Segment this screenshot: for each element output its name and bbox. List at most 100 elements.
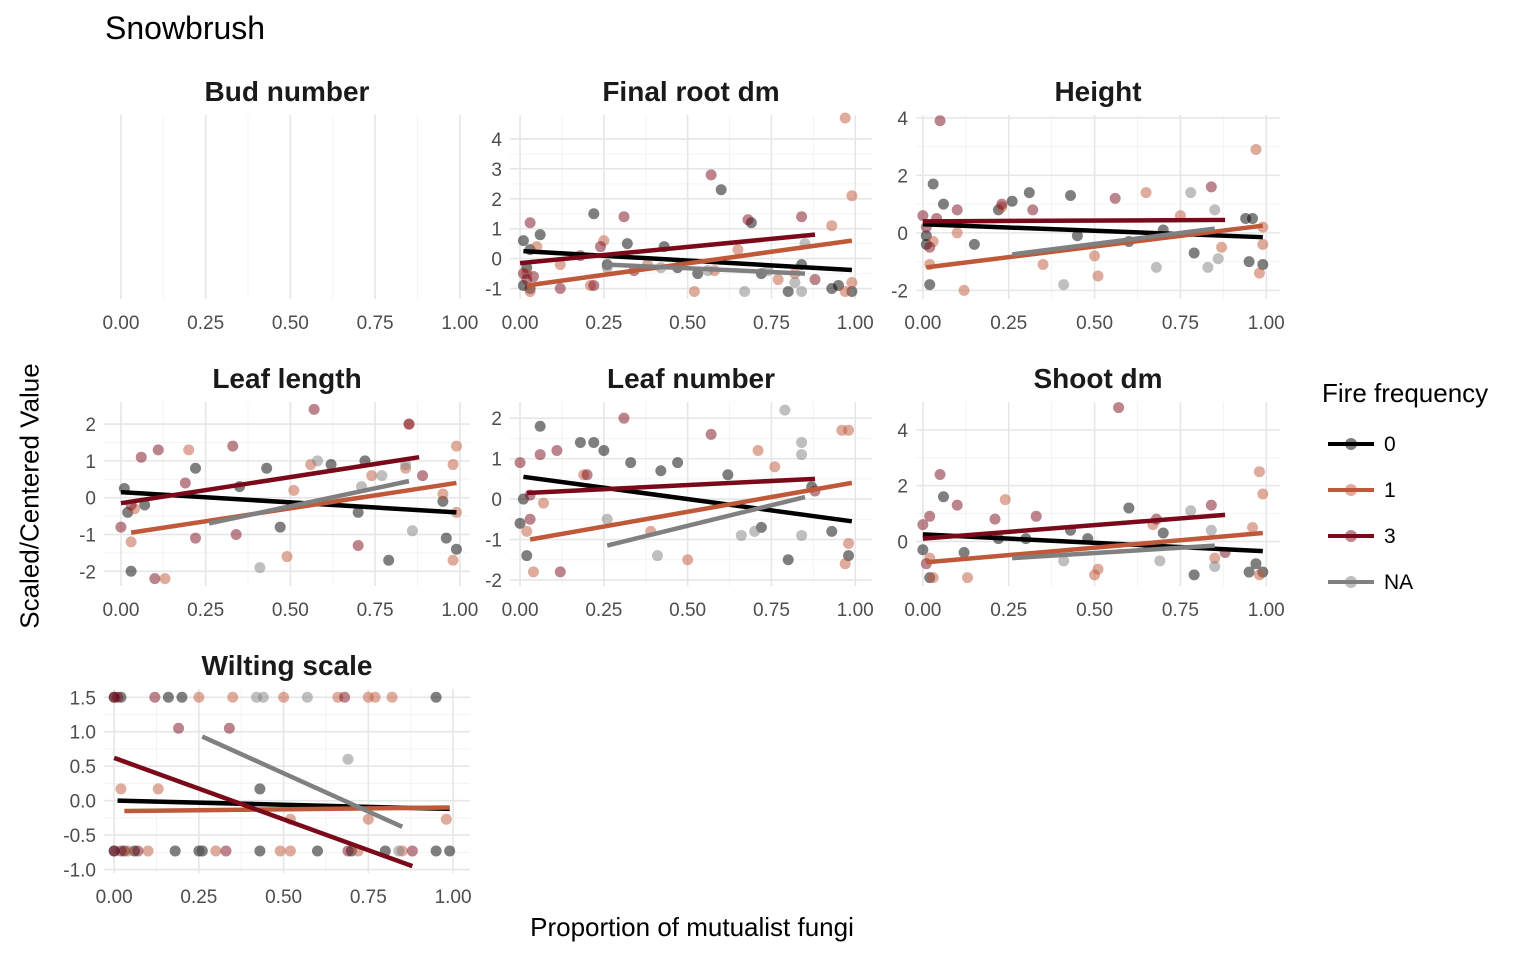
- data-point: [796, 449, 808, 461]
- data-point: [406, 845, 418, 857]
- data-point: [554, 259, 566, 271]
- data-point: [655, 465, 667, 477]
- data-point: [386, 691, 398, 703]
- data-point: [135, 451, 147, 463]
- x-tick-label: 0.75: [357, 313, 394, 334]
- y-tick-label: 2: [897, 477, 908, 498]
- data-point: [261, 462, 273, 474]
- trend-line: [607, 262, 806, 276]
- facet-panel: 0.00 0.25 0.50 0.75 1.00 -1.0 -0.5 0.0 0.5 1.0 1.5…: [63, 650, 471, 908]
- facet-panel: 0.00 0.25 0.50 0.75 1.00 -2 -1 0 1 2 Leaf length: [79, 363, 478, 621]
- data-point: [839, 112, 851, 124]
- data-point: [230, 528, 242, 540]
- data-point: [796, 436, 808, 448]
- data-point: [826, 525, 838, 537]
- data-point: [581, 469, 593, 481]
- data-point: [846, 190, 858, 202]
- data-point: [115, 845, 127, 857]
- data-point: [968, 238, 980, 250]
- data-point: [595, 241, 606, 253]
- data-point: [1188, 247, 1200, 259]
- facet-title: Leaf number: [607, 363, 775, 394]
- data-point: [366, 470, 378, 482]
- data-point: [112, 691, 124, 703]
- data-point: [1140, 187, 1152, 199]
- data-point: [450, 543, 462, 555]
- trend-line: [926, 223, 1264, 270]
- data-point: [1205, 499, 1217, 511]
- data-point: [531, 241, 543, 253]
- y-tick-label: -1: [79, 525, 96, 546]
- data-point: [1247, 213, 1259, 224]
- data-point: [223, 722, 235, 734]
- x-tick-label: 0.00: [502, 600, 539, 621]
- data-point: [179, 477, 191, 489]
- data-point: [339, 691, 351, 703]
- data-point: [190, 532, 201, 544]
- y-tick-label: 2: [85, 415, 96, 436]
- data-point: [598, 445, 610, 457]
- x-tick-label: 1.00: [1248, 600, 1285, 621]
- y-tick-label: -1: [485, 280, 502, 301]
- data-point: [125, 565, 137, 577]
- x-tick-label: 0.50: [265, 887, 302, 908]
- data-point: [383, 554, 395, 566]
- data-point: [534, 449, 546, 461]
- y-tick-label: 0: [85, 489, 96, 510]
- trend-line: [201, 734, 404, 829]
- data-point: [789, 277, 801, 289]
- trend-line: [208, 478, 410, 526]
- data-point: [1113, 402, 1125, 414]
- data-point: [115, 521, 127, 533]
- facet-title: Final root dm: [602, 76, 779, 107]
- y-tick-label: 0: [491, 250, 502, 271]
- facet-title: Height: [1054, 76, 1141, 107]
- data-point: [1065, 190, 1077, 201]
- x-tick-label: 0.50: [669, 313, 706, 334]
- trend-line: [529, 480, 853, 542]
- facet-title: Bud number: [205, 76, 370, 107]
- data-point: [826, 220, 838, 232]
- data-point: [1030, 510, 1042, 522]
- trend-line: [1011, 226, 1216, 257]
- y-tick-label: 2: [491, 190, 502, 211]
- x-tick-label: 0.25: [187, 313, 224, 334]
- data-point: [951, 204, 963, 216]
- data-point: [1250, 144, 1262, 155]
- y-tick-label: 1.0: [70, 723, 96, 744]
- data-point: [524, 513, 536, 525]
- data-point: [1185, 505, 1197, 517]
- data-point: [1216, 241, 1228, 253]
- trend-line: [113, 755, 414, 869]
- data-point: [927, 572, 939, 584]
- y-tick-label: 0: [897, 532, 908, 553]
- data-point: [588, 280, 600, 292]
- data-point: [735, 529, 747, 541]
- data-point: [1071, 230, 1083, 242]
- legend-key-3: [1328, 530, 1374, 542]
- x-tick-label: 0.75: [1162, 313, 1199, 334]
- x-tick-label: 0.00: [904, 600, 941, 621]
- y-tick-label: -2: [79, 562, 96, 583]
- data-point: [951, 499, 963, 511]
- data-point: [1243, 566, 1255, 578]
- data-point: [672, 457, 684, 469]
- legend-key-na: [1328, 576, 1374, 588]
- data-point: [169, 845, 181, 857]
- data-point: [996, 198, 1008, 210]
- y-tick-label: -2: [891, 281, 908, 302]
- y-tick-label: 2: [491, 409, 502, 430]
- data-point: [430, 691, 442, 703]
- data-point: [843, 538, 855, 550]
- data-point: [447, 459, 459, 471]
- data-point: [527, 271, 539, 283]
- trend-line: [523, 248, 853, 273]
- data-point: [769, 461, 781, 473]
- data-point: [274, 521, 286, 533]
- data-point: [447, 554, 459, 566]
- legend-label-1: 1: [1384, 479, 1396, 502]
- facet-panel: 0.00 0.25 0.50 0.75 1.00 -1 0 1 2 3 4 Final root dm: [485, 76, 874, 334]
- trend-line: [120, 454, 420, 506]
- data-point: [1185, 187, 1197, 199]
- data-point: [715, 184, 727, 196]
